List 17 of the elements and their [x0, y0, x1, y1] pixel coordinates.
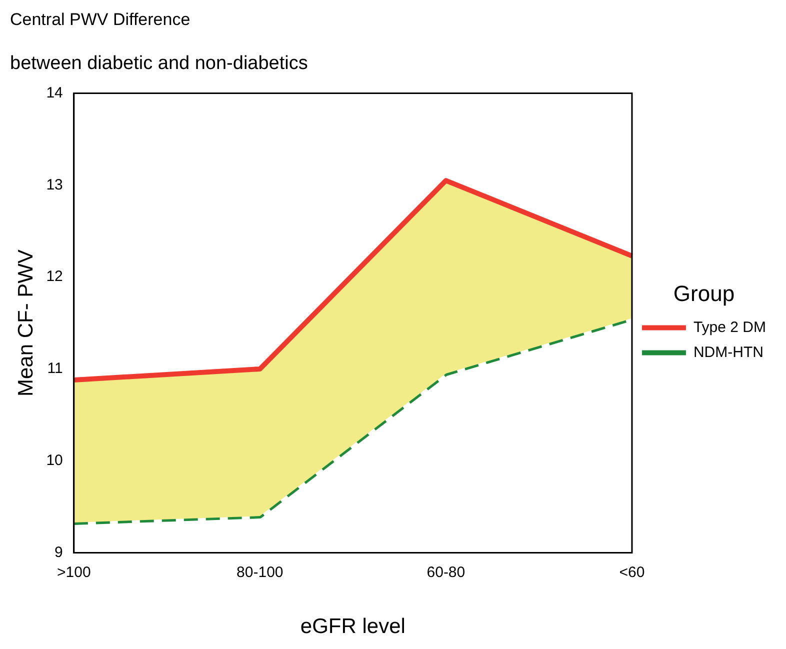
- y-tick-label: 12: [46, 268, 63, 286]
- x-tick-label: 60-80: [426, 564, 466, 581]
- y-tick-label: 10: [46, 452, 63, 470]
- x-tick-label: >100: [56, 564, 91, 581]
- x-tick-label: 80-100: [236, 564, 284, 581]
- x-axis-title: eGFR level: [300, 615, 406, 638]
- y-tick-label: 9: [54, 544, 63, 561]
- legend-title: Group: [673, 280, 735, 306]
- chart-title: Central PWV Difference: [10, 10, 190, 29]
- x-tick-label: <60: [619, 564, 645, 581]
- legend-label: NDM-HTN: [693, 344, 764, 361]
- y-axis-title: Mean CF- PWV: [14, 249, 38, 397]
- y-tick-label: 13: [46, 176, 63, 194]
- legend-label: Type 2 DM: [693, 318, 766, 336]
- y-tick-label: 11: [47, 360, 63, 378]
- chart-subtitle: between diabetic and non-diabetics: [10, 53, 308, 74]
- y-tick-label: 14: [46, 84, 63, 102]
